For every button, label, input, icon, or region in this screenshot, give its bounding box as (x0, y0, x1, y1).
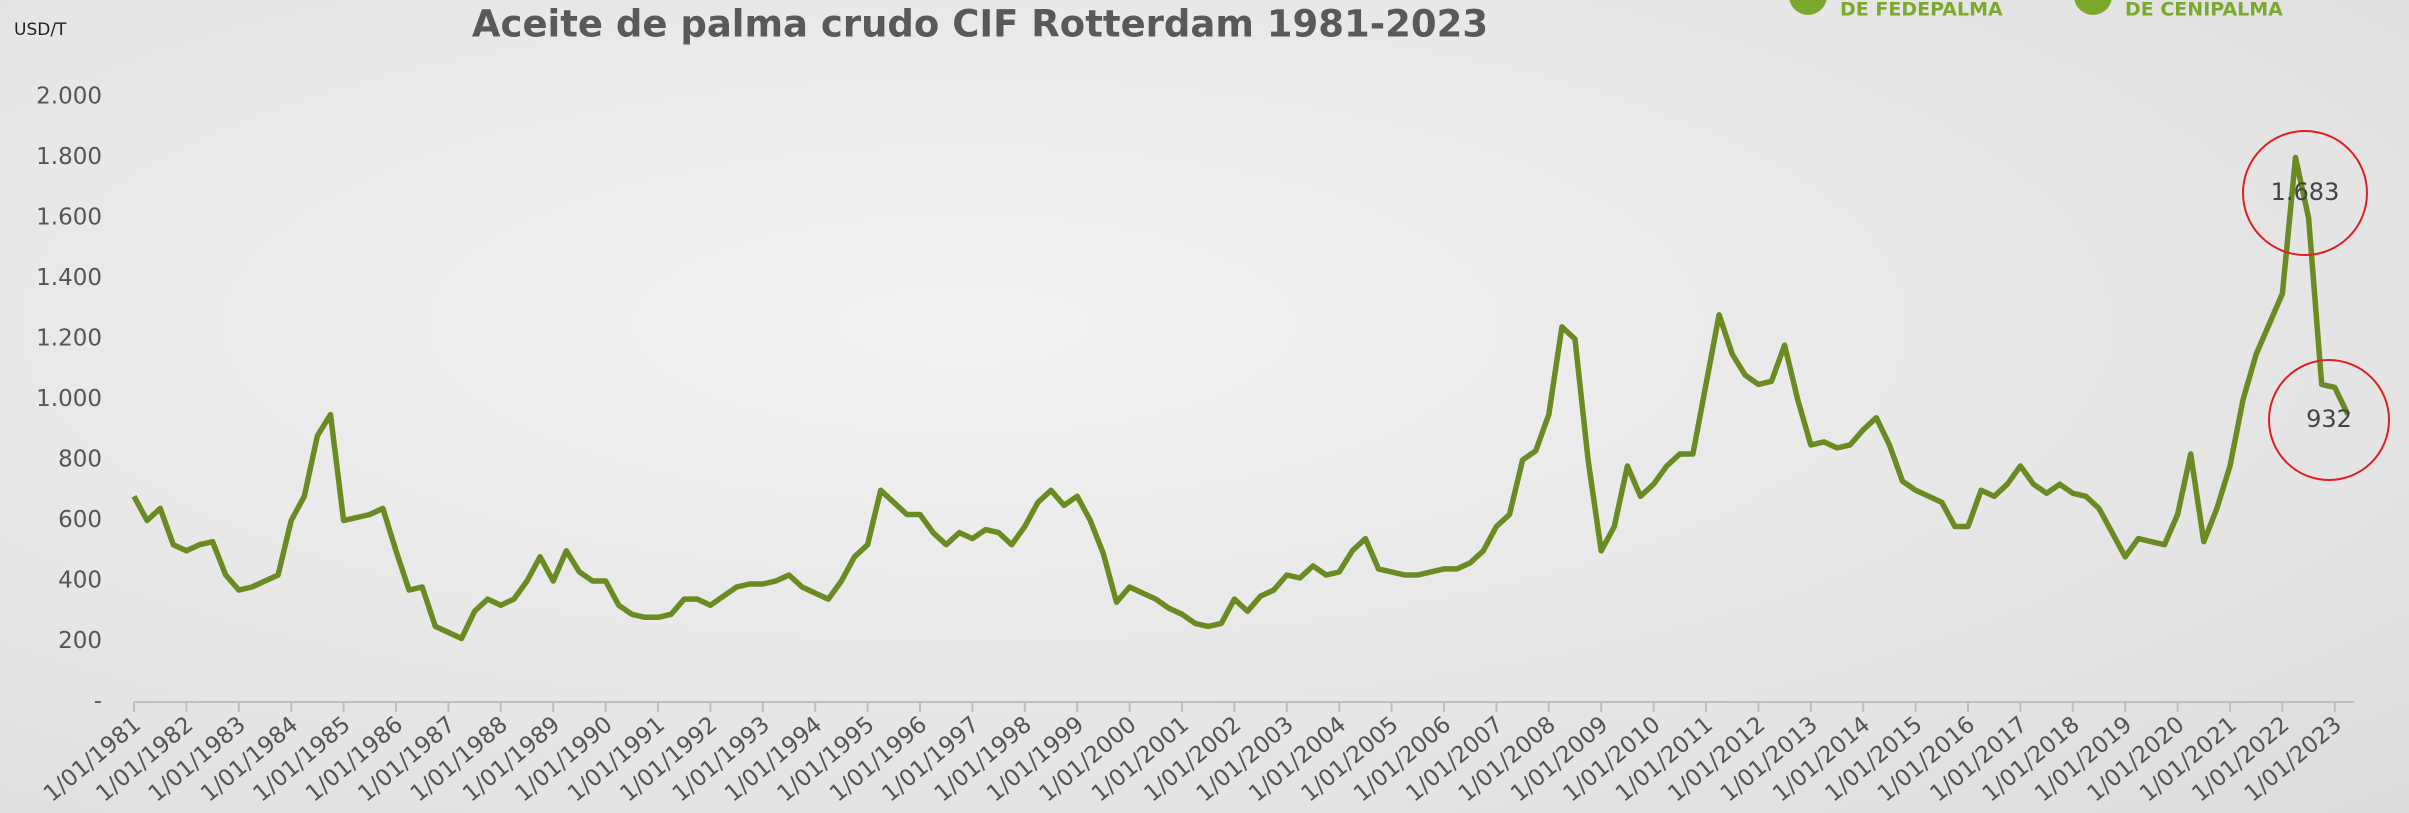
y-tick-label: 1.800 (36, 144, 102, 170)
y-tick-label: 1.000 (36, 386, 102, 412)
logo-icon (2074, 0, 2112, 15)
highlight-circle (2268, 359, 2390, 481)
y-tick-label: 1.600 (36, 205, 102, 231)
logo-text: DE FEDEPALMA (1840, 0, 2003, 21)
annotation: 932 (2306, 405, 2352, 433)
y-axis-label: USD/T (14, 20, 67, 40)
y-tick-label: 1.200 (36, 326, 102, 352)
y-tick-label: 200 (58, 628, 102, 654)
annotation: 1.683 (2271, 178, 2340, 206)
price-line (131, 154, 2351, 642)
highlight-circle (2242, 130, 2368, 256)
logo-icon (1789, 0, 1827, 15)
logo-text: DE CENIPALMA (2125, 0, 2283, 21)
y-tick-label: 400 (58, 568, 102, 594)
chart-title: Aceite de palma crudo CIF Rotterdam 1981… (472, 3, 1488, 46)
y-tick-label: 800 (58, 447, 102, 473)
y-tick-label: - (94, 689, 102, 715)
y-tick-label: 2.000 (36, 84, 102, 110)
y-tick-label: 600 (58, 507, 102, 533)
y-tick-label: 1.400 (36, 265, 102, 291)
